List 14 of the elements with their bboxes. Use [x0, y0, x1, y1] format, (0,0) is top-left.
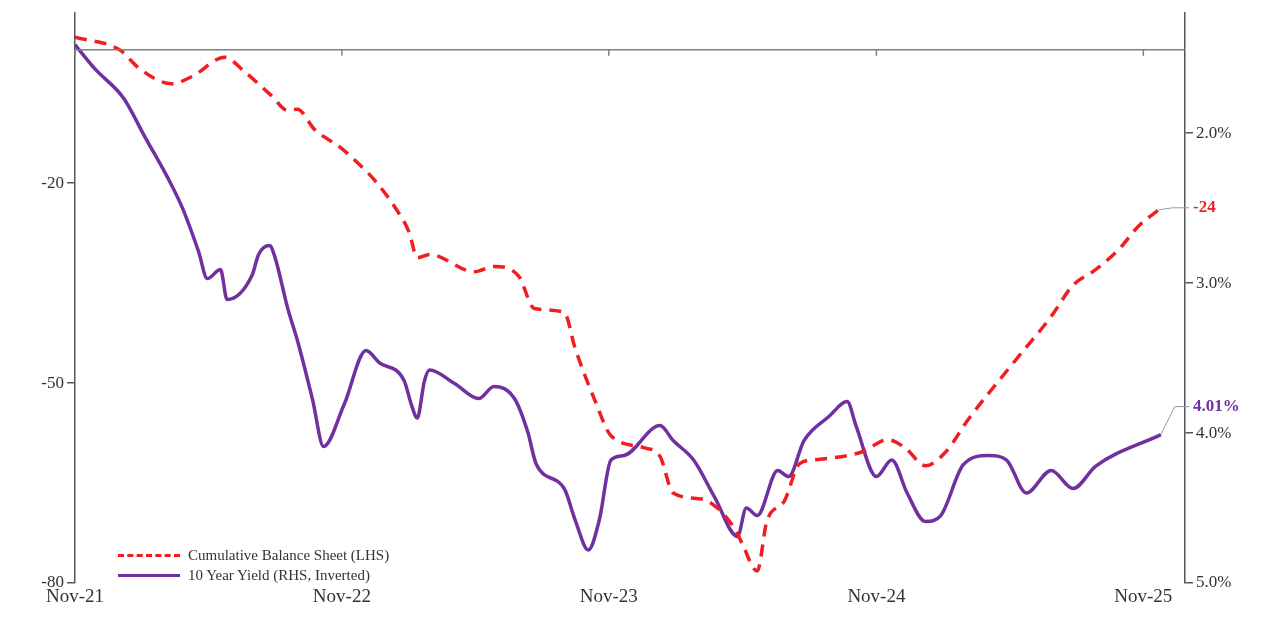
data-label: 4.01%	[1193, 395, 1240, 415]
x-tick-label: Nov-24	[847, 585, 906, 607]
x-tick-label: Nov-22	[312, 585, 371, 607]
x-tick-label: Nov-25	[1114, 585, 1173, 607]
y-tick-label: -20	[41, 172, 64, 192]
y2-tick-label: 2.0%	[1196, 122, 1232, 142]
y2-tick-label: 5.0%	[1196, 572, 1232, 592]
x-tick-label: Nov-23	[579, 585, 638, 607]
y2-tick-label: 3.0%	[1196, 272, 1232, 292]
y2-tick-label: 4.0%	[1196, 422, 1232, 442]
legend-label: 10 Year Yield (RHS, Inverted)	[188, 566, 370, 584]
legend-label: Cumulative Balance Sheet (LHS)	[188, 546, 390, 564]
y-tick-label: -50	[41, 372, 64, 392]
data-label: -24	[1193, 197, 1217, 217]
